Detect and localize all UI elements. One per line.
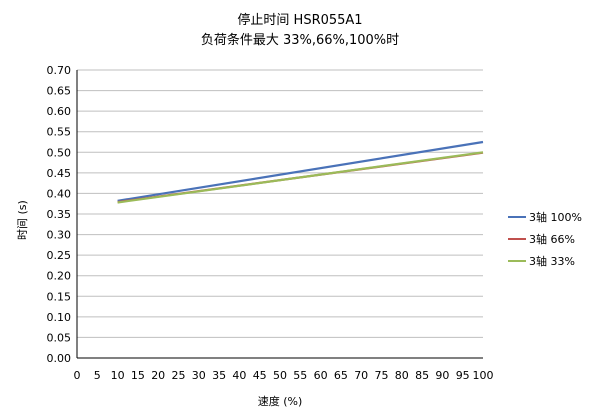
y-tick-labels: 0.00 0.05 0.10 0.15 0.20 0.25 0.30 0.35 0.40 0.45…	[47, 64, 72, 365]
y-tick-label: 0.35	[47, 208, 72, 221]
axes	[76, 70, 483, 359]
legend-label: 3轴 33%	[529, 255, 575, 268]
y-tick-label: 0.15	[47, 290, 72, 303]
x-tick-label: 90	[435, 369, 449, 382]
legend-swatch	[508, 238, 526, 240]
x-tick-label: 45	[253, 369, 267, 382]
series-line-2	[117, 151, 484, 204]
legend-item: 3轴 33%	[508, 250, 582, 272]
x-tick-label: 55	[293, 369, 307, 382]
legend-item: 3轴 100%	[508, 206, 582, 228]
x-tick-label: 70	[354, 369, 368, 382]
x-tick-label: 0	[74, 369, 81, 382]
legend-item: 3轴 66%	[508, 228, 582, 250]
x-tick-labels: 0 5 10 15 20 25 30 35 40 45 50 55 60 65 70 75 80 85 90 95 10…	[74, 369, 494, 382]
x-tick-label: 15	[131, 369, 145, 382]
x-tick-label: 20	[151, 369, 165, 382]
x-tick-label: 30	[192, 369, 206, 382]
x-tick-label: 85	[415, 369, 429, 382]
gridlines	[77, 69, 483, 359]
y-tick-label: 0.45	[47, 167, 72, 180]
series-line-0	[117, 140, 484, 202]
y-tick-label: 0.20	[47, 270, 72, 283]
y-tick-label: 0.10	[47, 311, 72, 324]
x-tick-label: 40	[232, 369, 246, 382]
x-axis-label: 速度 (%)	[257, 395, 303, 408]
x-tick-label: 75	[375, 369, 389, 382]
y-tick-label: 0.25	[47, 249, 72, 262]
y-tick-label: 0.60	[47, 105, 72, 118]
y-tick-label: 0.30	[47, 229, 72, 242]
x-tick-label: 10	[111, 369, 125, 382]
series-lines	[117, 140, 484, 204]
y-tick-label: 0.40	[47, 187, 72, 200]
y-tick-label: 0.65	[47, 85, 72, 98]
chart-subtitle: 负荷条件最大 33%,66%,100%时	[200, 33, 400, 48]
y-tick-label: 0.05	[47, 331, 72, 344]
legend-label: 3轴 66%	[529, 233, 575, 246]
x-tick-label: 25	[172, 369, 186, 382]
y-tick-label: 0.55	[47, 126, 72, 139]
x-tick-label: 50	[273, 369, 287, 382]
x-tick-label: 5	[94, 369, 101, 382]
x-tick-label: 80	[395, 369, 409, 382]
legend-swatch	[508, 216, 526, 218]
x-tick-label: 100	[473, 369, 494, 382]
x-tick-label: 35	[212, 369, 226, 382]
x-tick-label: 65	[334, 369, 348, 382]
legend: 3轴 100% 3轴 66% 3轴 33%	[508, 206, 582, 272]
x-tick-label: 60	[314, 369, 328, 382]
y-axis-label: 时间 (s)	[16, 200, 29, 240]
y-tick-label: 0.50	[47, 146, 72, 159]
y-tick-label: 0.00	[47, 352, 72, 365]
legend-label: 3轴 100%	[529, 211, 582, 224]
x-tick-label: 95	[456, 369, 470, 382]
chart-title: 停止时间 HSR055A1	[237, 13, 363, 28]
legend-swatch	[508, 260, 526, 262]
y-tick-label: 0.70	[47, 64, 72, 77]
